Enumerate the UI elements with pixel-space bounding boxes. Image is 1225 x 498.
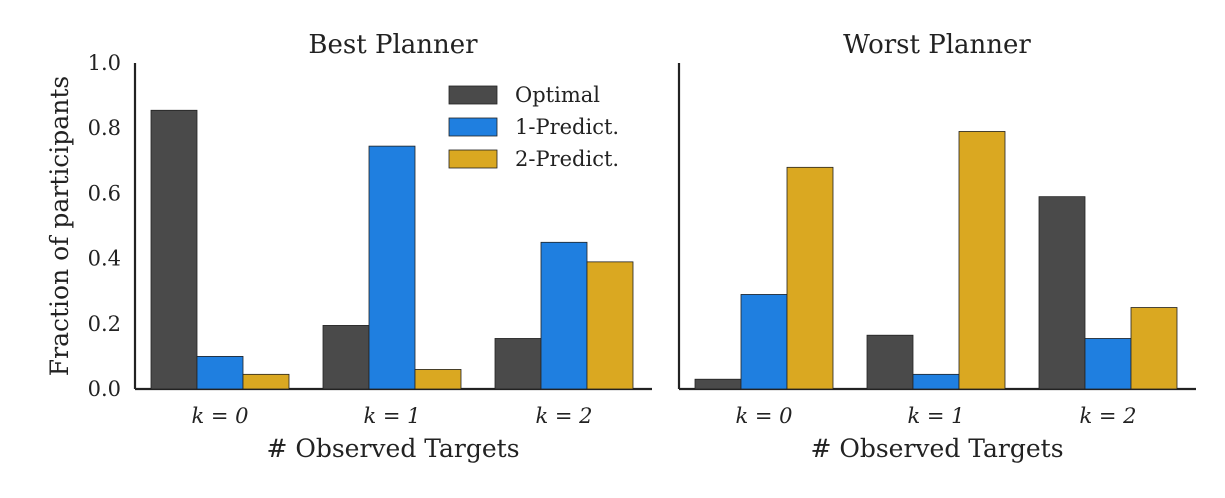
bar-2-predict-0 [242,373,290,390]
bar-1-predict-0 [196,355,244,390]
x-tick-label: k = 1 [363,404,420,428]
x-tick-label: k = 0 [191,404,248,428]
y-tick-label: 0.4 [88,247,121,271]
legend: Optimal 1-Predict. 2-Predict. [448,83,619,171]
legend-swatch [448,117,498,137]
y-tick-label: 0.6 [88,181,121,205]
bar-1-predict-1 [368,145,416,390]
x-ticks-best-planner: k = 0 k = 1 k = 2 [191,404,592,428]
bar-1-predict-1 [912,373,960,390]
x-axis-label-worst-planner: # Observed Targets [810,434,1063,463]
legend-swatch [448,85,498,105]
legend-swatch [448,149,498,169]
x-tick-label: k = 2 [1079,404,1136,428]
panel-title-worst-planner: Worst Planner [843,30,1031,60]
bar-2-predict-1 [958,131,1006,390]
bar-1-predict-0 [740,294,788,390]
y-tick-label: 1.0 [88,51,121,75]
x-tick-label: k = 2 [535,404,592,428]
bar-1-predict-2 [540,241,588,390]
x-tick-label: k = 1 [907,404,964,428]
legend-label: 1-Predict. [515,115,619,139]
bars-worst-planner [694,131,1178,390]
x-tick-label: k = 0 [735,404,792,428]
bar-optimal-0 [150,109,198,390]
bar-2-predict-2 [586,261,634,390]
panel-worst-planner: Worst Planner k = 0 k = 1 k = 2 # Observed… [677,30,1196,463]
x-ticks-worst-planner: k = 0 k = 1 k = 2 [735,404,1136,428]
bars-best-planner [150,109,634,390]
panel-title-best-planner: Best Planner [308,30,478,60]
bar-optimal-2 [494,338,542,390]
y-tick-label: 0.2 [88,312,121,336]
y-tick-label: 0.8 [88,116,121,140]
y-ticks: 0.0 0.2 0.4 0.6 0.8 1.0 [88,51,121,401]
legend-label: 2-Predict. [515,147,619,171]
bar-optimal-1 [322,325,370,390]
x-axis-label-best-planner: # Observed Targets [266,434,519,463]
bar-2-predict-2 [1130,307,1178,390]
bar-optimal-1 [866,334,914,390]
bar-1-predict-2 [1084,338,1132,390]
bar-optimal-2 [1038,196,1086,390]
bar-2-predict-1 [414,369,462,390]
y-tick-label: 0.0 [88,377,121,401]
bar-optimal-0 [694,378,742,390]
legend-label: Optimal [515,83,600,107]
y-axis-label: Fraction of participants [45,76,74,376]
bar-2-predict-0 [786,166,834,390]
